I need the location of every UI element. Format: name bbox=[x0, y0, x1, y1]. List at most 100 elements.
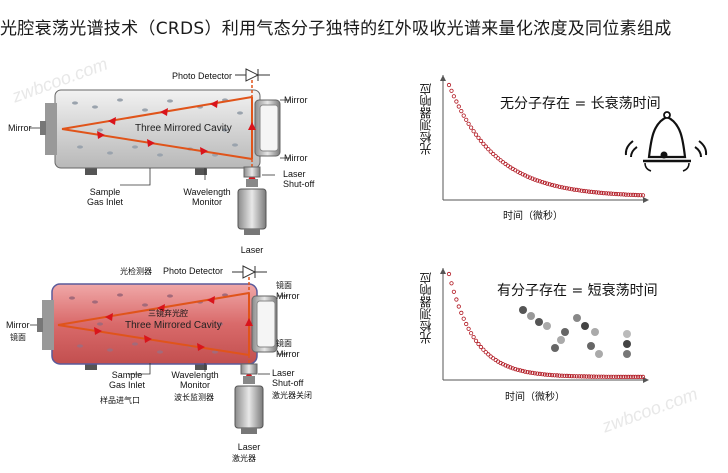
laser-shutoff-body bbox=[240, 363, 258, 375]
decay-curve-point bbox=[562, 373, 567, 378]
decay-curve-point bbox=[604, 191, 609, 196]
decay-curve-point bbox=[606, 374, 611, 379]
decay-curve-point bbox=[483, 350, 488, 355]
x-axis-arrow bbox=[643, 197, 649, 203]
decay-curve-point bbox=[449, 88, 454, 93]
decay-curve-point bbox=[589, 189, 594, 194]
decay-curve-point bbox=[523, 369, 528, 374]
decay-curve-point bbox=[584, 189, 589, 194]
decay-curve-point bbox=[579, 374, 584, 379]
decay-curve-point bbox=[594, 374, 599, 379]
decay-curve-point bbox=[555, 373, 560, 378]
decay-curve-point bbox=[596, 374, 601, 379]
mirror-left-label: Mirror bbox=[6, 320, 30, 330]
decay-curve-point bbox=[550, 373, 555, 378]
wavelength-monitor-label: Wavelength Monitor bbox=[171, 370, 219, 390]
decay-curve-point bbox=[550, 182, 555, 188]
decay-curve-point bbox=[537, 371, 542, 377]
decay-curve-point bbox=[466, 326, 471, 331]
decay-curve-point bbox=[582, 188, 587, 194]
decay-curve-point bbox=[469, 125, 474, 130]
laser-coupler bbox=[243, 376, 255, 384]
decay-curve-point bbox=[562, 185, 567, 190]
y-axis-arrow bbox=[440, 75, 446, 81]
mirror-top-label: Mirror bbox=[284, 95, 308, 105]
decay-curve-point bbox=[530, 370, 535, 376]
decay-curve-point bbox=[451, 289, 457, 294]
decay-curve-point bbox=[532, 371, 537, 376]
decay-curve-point bbox=[574, 374, 579, 379]
decay-curve-point bbox=[582, 374, 587, 379]
graph-title: 无分子存在 = 长衰荡时间 bbox=[500, 96, 661, 112]
crds-diagram-filled-svg bbox=[30, 265, 288, 434]
decay-curve-point bbox=[555, 184, 560, 189]
decay-curve-point bbox=[469, 331, 474, 336]
graph-title: 有分子存在 = 短衰荡时间 bbox=[497, 283, 658, 299]
decay-curve-point bbox=[473, 132, 479, 137]
decay-curve-long bbox=[446, 82, 646, 198]
right-mirror-face bbox=[256, 300, 276, 348]
decay-curve-point bbox=[604, 374, 609, 379]
decay-curve-point bbox=[486, 147, 491, 152]
decay-curve-point bbox=[476, 341, 481, 347]
decay-curve-point bbox=[515, 367, 520, 372]
decay-curve-point bbox=[591, 374, 596, 379]
beam-arrows bbox=[97, 100, 256, 180]
decay-curve-point bbox=[461, 316, 466, 321]
cavity-label: Three Mirrored Cavity bbox=[135, 123, 232, 134]
decay-curve-point bbox=[508, 365, 513, 370]
decay-curve-point bbox=[542, 372, 547, 377]
detector-diode-icon bbox=[242, 265, 257, 279]
decay-curve-point bbox=[623, 374, 628, 380]
decay-curve-point bbox=[613, 191, 619, 197]
decay-curve-point bbox=[446, 82, 452, 88]
crds-diagram-filled: 光检测器 Photo Detector 镜面 Mirror Mirror 镜面 … bbox=[0, 262, 330, 468]
decay-curve-point bbox=[532, 177, 537, 182]
decay-curve-point bbox=[626, 192, 631, 197]
decay-curve-point bbox=[636, 374, 641, 380]
decay-curve-point bbox=[606, 191, 611, 196]
decay-curve-point bbox=[496, 156, 501, 161]
left-mirror-knob bbox=[37, 318, 43, 332]
left-mirror-mount bbox=[45, 103, 57, 155]
decay-curve-point bbox=[503, 363, 508, 368]
decay-curve-point bbox=[481, 141, 486, 146]
decay-curve-point bbox=[461, 113, 466, 118]
decay-curve-point bbox=[586, 374, 592, 379]
decay-curve-point bbox=[601, 191, 606, 196]
decay-curve-point bbox=[618, 192, 623, 197]
decay-graph-long: 无分子存在 = 长衰荡时间 光检测器响应 时间（微秒） bbox=[405, 55, 728, 235]
decay-curve-point bbox=[476, 135, 481, 140]
cavity-foot bbox=[85, 360, 97, 370]
decay-curve-point bbox=[626, 374, 631, 380]
decay-curve-point bbox=[459, 108, 464, 114]
decay-curve-point bbox=[611, 191, 616, 196]
decay-curve-point bbox=[628, 374, 633, 380]
cavity-cn-label: 三镜弃光腔 bbox=[148, 309, 188, 318]
decay-curve-point bbox=[564, 373, 569, 379]
decay-curve-point bbox=[640, 193, 646, 198]
decay-curve-point bbox=[525, 370, 530, 375]
decay-curve-point bbox=[628, 192, 633, 197]
decay-curve-point bbox=[493, 154, 498, 159]
decay-curve-point bbox=[564, 186, 569, 191]
decay-curve-point bbox=[616, 374, 621, 380]
mirror-top-label: Mirror bbox=[276, 291, 300, 301]
decay-curve-point bbox=[616, 192, 621, 197]
decay-curve-point bbox=[552, 373, 557, 378]
decay-curve-point bbox=[545, 372, 550, 377]
decay-curve-point bbox=[611, 374, 616, 379]
decay-curve-point bbox=[446, 271, 452, 277]
decay-curve-point bbox=[454, 297, 459, 302]
detector-diode-icon bbox=[245, 68, 260, 82]
cavity-foot bbox=[195, 360, 207, 370]
laser-base bbox=[244, 229, 260, 235]
laser-body bbox=[237, 188, 267, 230]
laser-cn-label: 激光器 bbox=[232, 454, 256, 463]
decay-curve-point bbox=[530, 176, 535, 181]
decay-curve-point bbox=[488, 149, 493, 154]
wavelength-monitor-cn-label: 波长监测器 bbox=[174, 393, 214, 402]
sample-inlet-label: Sample Gas Inlet bbox=[108, 370, 146, 390]
decay-curve-point bbox=[449, 281, 454, 286]
decay-curve-point bbox=[636, 193, 641, 198]
